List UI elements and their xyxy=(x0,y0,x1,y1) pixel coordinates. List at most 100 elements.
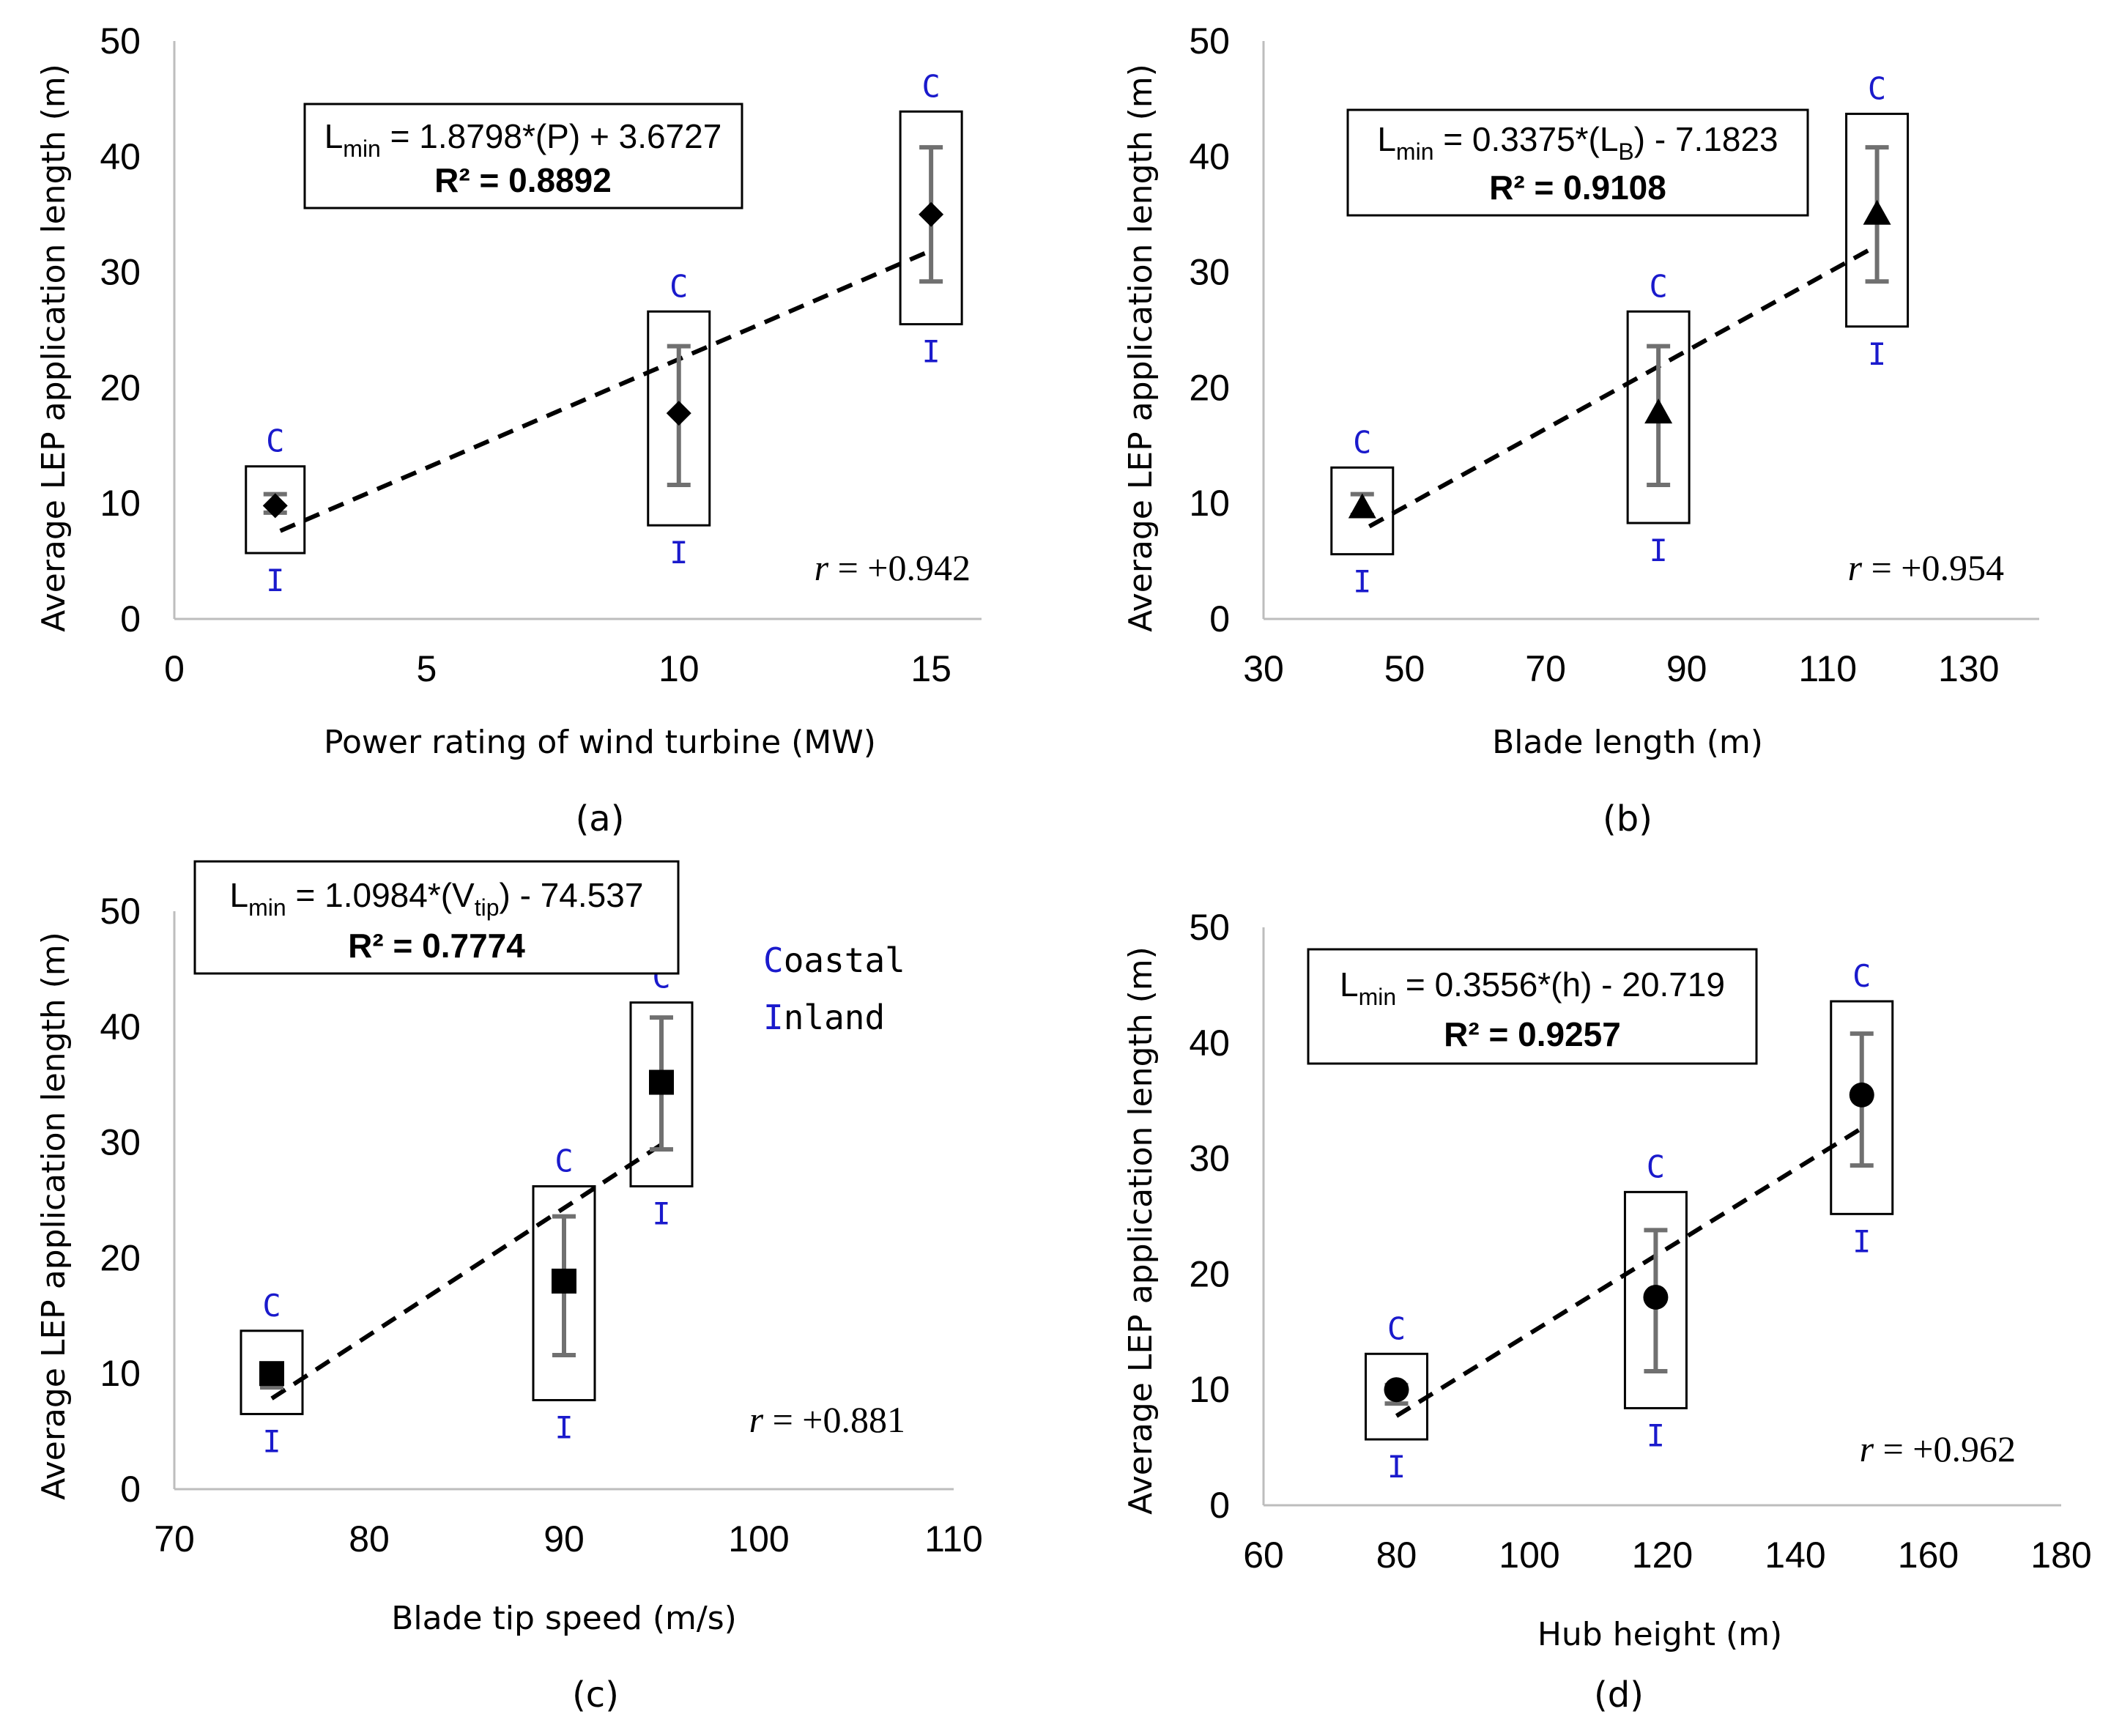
x-tick-label: 30 xyxy=(1243,648,1284,689)
y-tick-label: 50 xyxy=(1189,21,1230,62)
data-point-square xyxy=(552,1268,576,1294)
panel-a-eq-sub: min xyxy=(343,136,381,162)
x-tick-label: 120 xyxy=(1632,1535,1693,1576)
panel-b-r2: R² = 0.9108 xyxy=(1489,168,1666,207)
panel-a-r2: R² = 0.8892 xyxy=(434,161,612,199)
panel-c-equation: Lmin = 1.0984*(Vtip) - 74.537 xyxy=(230,876,644,921)
panel-c-equation-box: Lmin = 1.0984*(Vtip) - 74.537 R² = 0.777… xyxy=(193,860,680,975)
trendline xyxy=(1368,243,1879,529)
data-point-triangle xyxy=(1348,493,1376,519)
trendline xyxy=(270,1143,663,1401)
coastal-label: C xyxy=(1868,70,1886,106)
panel-a-correlation: r = +0.942 xyxy=(815,547,971,588)
y-tick-label: 20 xyxy=(100,1237,141,1278)
y-tick-label: 0 xyxy=(1209,598,1230,639)
panel-c-ylabel: Average LEP application length (m) xyxy=(35,932,73,1500)
panel-b-label: (b) xyxy=(1603,798,1652,839)
data-point-circle xyxy=(1384,1377,1409,1403)
inland-label: I xyxy=(1647,1417,1665,1453)
x-tick-label: 100 xyxy=(1499,1535,1559,1576)
y-tick-label: 50 xyxy=(100,21,141,62)
data-point-square xyxy=(649,1069,674,1095)
x-tick-label: 180 xyxy=(2030,1535,2091,1576)
x-tick-label: 90 xyxy=(1666,648,1707,689)
inland-label: I xyxy=(1868,336,1886,372)
range-box xyxy=(629,1001,694,1188)
range-box xyxy=(1626,310,1691,524)
x-tick-label: 80 xyxy=(1376,1535,1417,1576)
data-point-diamond xyxy=(919,201,944,227)
coastal-label: C xyxy=(1387,1310,1406,1346)
inland-label: I xyxy=(266,563,284,598)
panel-a-equation: Lmin = 1.8798*(P) + 3.6727 xyxy=(324,117,722,162)
x-tick-label: 160 xyxy=(1898,1535,1959,1576)
coastal-label: C xyxy=(921,68,940,104)
range-box xyxy=(1830,1000,1894,1215)
inland-label: I xyxy=(1852,1223,1871,1259)
x-tick-label: 100 xyxy=(728,1518,789,1559)
x-tick-label: 80 xyxy=(349,1518,390,1559)
panel-a-eq-rhs: = 1.8798*(P) + 3.6727 xyxy=(381,117,721,155)
panel-a-eq-lhs: L xyxy=(324,117,344,155)
panel-b-equation: Lmin = 0.3375*(LB) - 7.1823 xyxy=(1377,120,1778,165)
range-box xyxy=(1365,1352,1428,1441)
panel-d-equation-box: Lmin = 0.3556*(h) - 20.719 R² = 0.9257 xyxy=(1307,948,1758,1065)
panel-a-equation-box: Lmin = 1.8798*(P) + 3.6727 R² = 0.8892 xyxy=(303,103,743,209)
inland-label: I xyxy=(1353,564,1371,600)
inland-label: I xyxy=(669,535,688,571)
y-tick-label: 30 xyxy=(100,1122,141,1163)
panel-d-marks: 0 10 20 30 40 50 60 80 100 120 140 160 180 C I C I C I xyxy=(1189,907,2091,1576)
y-tick-label: 40 xyxy=(100,136,141,177)
y-tick-label: 40 xyxy=(1189,1023,1230,1064)
data-point-triangle xyxy=(1863,199,1891,225)
inland-label: I xyxy=(652,1196,670,1232)
x-tick-label: 110 xyxy=(1798,648,1857,689)
x-tick-label: 140 xyxy=(1765,1535,1825,1576)
coastal-label: C xyxy=(1649,268,1667,304)
y-tick-label: 0 xyxy=(120,1469,141,1510)
range-box xyxy=(1330,466,1395,556)
coastal-label: C xyxy=(1647,1149,1665,1184)
trendline xyxy=(279,248,932,533)
legend-coastal: Coastal xyxy=(763,941,905,980)
data-point-circle xyxy=(1643,1284,1669,1310)
coastal-label: C xyxy=(262,1288,281,1324)
x-tick-label: 15 xyxy=(910,648,951,689)
legend: Coastal Inland xyxy=(763,941,905,1037)
panel-b-marks: 0 10 20 30 40 50 30 50 70 90 110 130 C I C I C I xyxy=(1189,21,2039,689)
data-point-triangle xyxy=(1644,398,1673,424)
inland-label: I xyxy=(1387,1449,1406,1485)
inland-label: I xyxy=(262,1423,281,1459)
x-tick-label: 130 xyxy=(1938,648,1999,689)
panel-b-xlabel: Blade length (m) xyxy=(1492,724,1763,761)
coastal-label: C xyxy=(669,268,688,304)
range-box xyxy=(899,110,963,326)
coastal-label: C xyxy=(554,1143,573,1179)
panel-c-xlabel: Blade tip speed (m/s) xyxy=(391,1600,737,1637)
y-tick-label: 20 xyxy=(1189,367,1230,408)
panel-c-label: (c) xyxy=(572,1674,619,1715)
y-tick-label: 50 xyxy=(100,891,141,932)
coastal-label: C xyxy=(1353,424,1371,460)
x-tick-label: 0 xyxy=(164,648,185,689)
range-box xyxy=(647,310,711,527)
y-tick-label: 30 xyxy=(1189,1138,1230,1179)
data-point-diamond xyxy=(262,493,288,519)
panel-d-ylabel: Average LEP application length (m) xyxy=(1122,946,1160,1515)
x-tick-label: 70 xyxy=(1525,648,1566,689)
y-tick-label: 20 xyxy=(1189,1253,1230,1294)
y-tick-label: 20 xyxy=(100,367,141,408)
panel-d-correlation: r = +0.962 xyxy=(1860,1428,2016,1469)
x-tick-label: 70 xyxy=(154,1518,195,1559)
inland-label: I xyxy=(921,334,940,370)
legend-inland: Inland xyxy=(763,998,885,1037)
y-tick-label: 10 xyxy=(1189,483,1230,524)
panel-b-ylabel: Average LEP application length (m) xyxy=(1122,64,1160,632)
coastal-label: C xyxy=(1852,958,1871,994)
panel-d-equation: Lmin = 0.3556*(h) - 20.719 xyxy=(1340,965,1725,1010)
x-tick-label: 110 xyxy=(924,1518,983,1559)
x-tick-label: 5 xyxy=(416,648,437,689)
x-tick-label: 10 xyxy=(658,648,700,689)
